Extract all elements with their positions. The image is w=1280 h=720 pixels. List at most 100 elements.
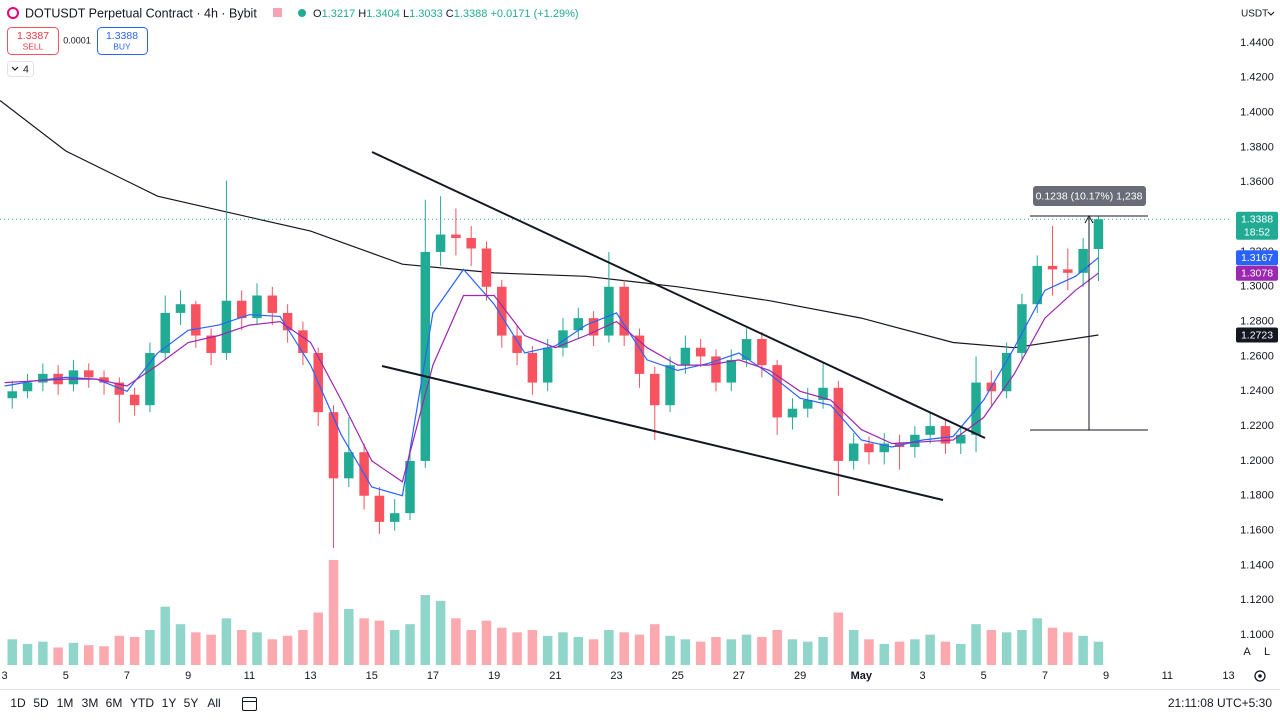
volume-bar <box>389 630 400 665</box>
range-button[interactable]: YTD <box>130 696 154 710</box>
volume-bar <box>1001 632 1012 665</box>
candle-body <box>221 300 232 353</box>
status-dot <box>298 9 306 17</box>
candle-body <box>726 359 737 383</box>
range-button[interactable]: 5D <box>33 696 49 710</box>
x-tick-label: 11 <box>244 670 255 682</box>
volume-bar <box>1047 627 1058 665</box>
sell-price: 1.3387 <box>17 30 49 42</box>
x-tick-label: 15 <box>366 670 378 682</box>
candle-body <box>527 352 538 383</box>
volume-bar <box>53 647 63 665</box>
candle-body <box>940 426 951 444</box>
moving-average <box>0 100 1099 349</box>
x-tick-label: 11 <box>1162 670 1173 682</box>
y-tick-label: 1.2000 <box>1240 455 1274 467</box>
x-tick-label: 7 <box>1042 670 1048 682</box>
candle-body <box>542 347 553 383</box>
candle-body <box>864 443 874 453</box>
volume-bar <box>68 642 79 665</box>
candle-body <box>328 412 339 479</box>
candle-body <box>7 391 17 399</box>
sell-button[interactable] <box>7 27 59 55</box>
candle-body <box>451 234 461 239</box>
price-pane <box>0 100 1230 548</box>
candle-body <box>99 377 109 383</box>
last-price-tag <box>1236 211 1278 240</box>
range-button[interactable]: 1M <box>57 696 74 710</box>
volume-bar <box>481 620 492 665</box>
x-tick-label: 5 <box>981 670 987 682</box>
buy-button[interactable] <box>97 27 148 55</box>
x-tick-label: 17 <box>427 670 439 682</box>
candle-body <box>803 399 813 409</box>
range-button[interactable]: 1Y <box>162 696 177 710</box>
volume-bar <box>527 630 538 665</box>
candle-body <box>665 365 675 406</box>
indicators-toggle[interactable] <box>7 61 34 77</box>
y-tick-label: 1.2800 <box>1240 316 1274 328</box>
range-button[interactable]: All <box>207 696 220 710</box>
candle-body <box>1001 352 1012 392</box>
ohlc-key: H <box>358 8 366 20</box>
x-tick-label: May <box>851 670 873 682</box>
flag-icon[interactable] <box>273 8 282 17</box>
currency[interactable]: USDT <box>1241 9 1268 20</box>
volume-bar <box>344 609 354 665</box>
volume-bar <box>405 624 415 665</box>
volume-bar <box>466 630 476 665</box>
candle-body <box>206 335 216 353</box>
volume-bar <box>986 630 997 665</box>
symbol-title[interactable]: DOTUSDT Perpetual Contract · 4h · Bybit <box>25 6 257 20</box>
log-scale[interactable]: L <box>1264 646 1270 658</box>
ma-price-tag <box>1236 327 1278 343</box>
ma-price-tag <box>1236 250 1278 266</box>
settings-icon[interactable] <box>1254 670 1266 682</box>
candle-body <box>741 339 752 360</box>
calendar-icon[interactable] <box>242 697 257 711</box>
candle-body <box>374 495 385 522</box>
ohlc-value: 1.3388 <box>454 8 488 20</box>
range-button[interactable]: 6M <box>106 696 123 710</box>
candle-body <box>435 234 446 252</box>
volume-bar <box>711 637 721 665</box>
y-tick-label: 1.1000 <box>1240 629 1274 641</box>
volume-bar <box>634 634 645 665</box>
candle-body <box>1017 304 1027 353</box>
candle-body <box>772 365 782 418</box>
range-button[interactable]: 3M <box>82 696 99 710</box>
candle-body <box>1093 219 1104 250</box>
volume-bar <box>588 639 599 665</box>
chevron <box>11 66 19 71</box>
candle-body <box>298 330 308 353</box>
volume-bar <box>940 641 951 665</box>
x-tick-label: 3 <box>919 670 925 682</box>
candle-body <box>38 373 48 383</box>
candle-body <box>129 394 140 406</box>
y-tick-label: 1.1200 <box>1240 594 1274 606</box>
volume-bar <box>206 634 216 665</box>
auto-scale[interactable]: A <box>1243 646 1251 658</box>
volume-bar <box>848 630 859 665</box>
volume-bar <box>542 635 553 665</box>
range-button[interactable]: 1D <box>10 696 26 710</box>
y-tick-label: 1.2400 <box>1240 385 1274 397</box>
x-tick-label: 3 <box>2 670 8 682</box>
ma-price-label: 1.3078 <box>1241 267 1273 279</box>
clock[interactable]: 21:11:08 UTC+5:30 <box>1168 696 1273 710</box>
volume-bar <box>910 639 920 665</box>
candle-body <box>650 373 660 406</box>
volume-bar <box>22 644 33 665</box>
volume-bar <box>558 632 568 665</box>
volume-bar <box>833 612 844 665</box>
volume-bar <box>236 630 247 665</box>
ma-price-label: 1.3167 <box>1241 252 1273 264</box>
volume-bar <box>879 644 889 665</box>
range-button[interactable]: 5Y <box>184 696 199 710</box>
volume-bar <box>772 630 782 665</box>
candle-body <box>833 387 844 461</box>
volume-bar <box>864 639 874 665</box>
last-price-label: 1.3388 <box>1241 214 1273 226</box>
volume-bar <box>757 637 767 665</box>
